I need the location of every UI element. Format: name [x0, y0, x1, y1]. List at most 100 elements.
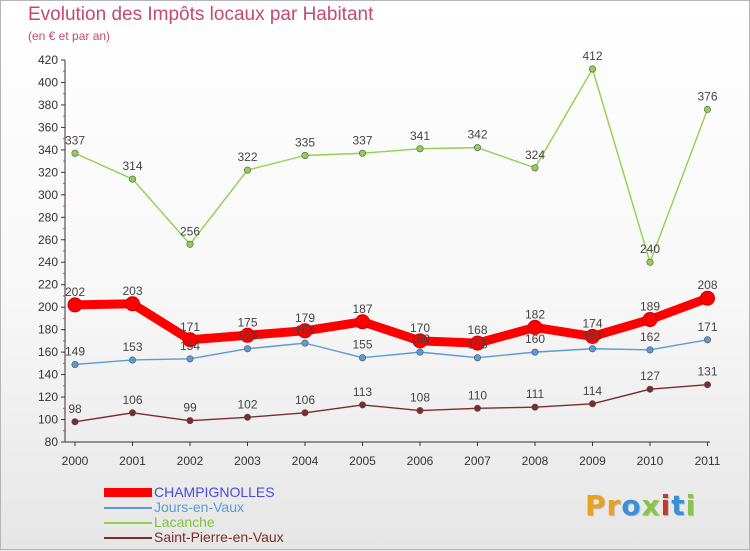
- legend-label: Lacanche: [154, 514, 215, 530]
- data-point: [527, 319, 543, 335]
- data-label: 106: [122, 393, 142, 407]
- data-label: 160: [410, 332, 430, 346]
- data-point: [703, 105, 711, 113]
- x-tick-label: 2000: [62, 454, 89, 468]
- data-label: 240: [640, 242, 660, 256]
- data-point: [703, 381, 711, 389]
- data-label: 155: [352, 338, 372, 352]
- y-tick-label: 320: [38, 165, 58, 179]
- data-point: [531, 403, 539, 411]
- data-point: [358, 149, 366, 157]
- y-tick-label: 380: [38, 98, 58, 112]
- data-label: 322: [237, 150, 257, 164]
- y-tick-label: 120: [38, 390, 58, 404]
- y-tick-label: 260: [38, 233, 58, 247]
- x-tick-label: 2002: [177, 454, 204, 468]
- data-point: [129, 409, 137, 417]
- x-tick-label: 2007: [464, 454, 491, 468]
- legend-item: Jours-en-Vaux: [104, 500, 284, 515]
- data-label: 163: [237, 329, 257, 343]
- data-label: 113: [353, 385, 372, 399]
- data-label: 98: [68, 402, 82, 416]
- data-point: [71, 418, 79, 426]
- data-label: 162: [640, 330, 660, 344]
- data-label: 189: [640, 300, 660, 314]
- data-point: [473, 404, 481, 412]
- data-label: 171: [180, 320, 200, 334]
- data-label: 110: [468, 388, 487, 402]
- data-point: [182, 332, 198, 348]
- x-tick-label: 2001: [119, 454, 146, 468]
- data-label: 163: [582, 329, 602, 343]
- data-label: 131: [697, 365, 717, 379]
- data-point: [470, 335, 485, 351]
- chart-title: Evolution des Impôts locaux par Habitant: [28, 4, 374, 25]
- y-tick-label: 220: [38, 278, 58, 292]
- legend-label: Saint-Pierre-en-Vaux: [154, 529, 284, 545]
- y-tick-label: 280: [38, 210, 58, 224]
- y-tick-label: 420: [38, 53, 58, 67]
- data-point: [240, 327, 255, 343]
- y-tick-label: 400: [38, 75, 58, 89]
- legend-swatch: [104, 521, 152, 524]
- data-label: 153: [122, 340, 142, 354]
- data-point: [412, 333, 428, 349]
- legend-label: CHAMPIGNOLLES: [154, 484, 275, 500]
- data-point: [646, 385, 654, 393]
- y-tick-label: 240: [38, 255, 58, 269]
- data-label: 335: [295, 136, 315, 150]
- data-label: 99: [183, 401, 197, 415]
- legend-item: Saint-Pierre-en-Vaux: [104, 530, 284, 545]
- y-tick-label: 200: [38, 300, 58, 314]
- data-point: [301, 409, 309, 417]
- data-point: [125, 296, 140, 312]
- data-label: 155: [467, 338, 487, 352]
- legend-swatch: [104, 488, 152, 497]
- data-label: 106: [295, 393, 315, 407]
- data-label: 337: [65, 133, 85, 147]
- data-label: 108: [410, 391, 430, 405]
- data-point: [646, 258, 654, 266]
- data-point: [588, 345, 596, 353]
- data-label: 187: [352, 302, 372, 316]
- data-point: [186, 355, 194, 363]
- data-label: 342: [467, 128, 487, 142]
- data-point: [244, 166, 252, 174]
- y-tick-label: 80: [45, 435, 59, 449]
- data-point: [585, 328, 600, 344]
- legend: CHAMPIGNOLLES Jours-en-Vaux Lacanche Saint-…: [104, 485, 284, 545]
- data-label: 324: [525, 148, 545, 162]
- y-tick-label: 300: [38, 188, 58, 202]
- data-label: 175: [237, 315, 257, 329]
- data-point: [71, 360, 79, 368]
- legend-swatch: [104, 536, 152, 539]
- x-tick-label: 2009: [579, 454, 606, 468]
- data-label: 170: [410, 321, 430, 335]
- data-point: [642, 312, 658, 328]
- data-label: 111: [526, 387, 545, 401]
- data-point: [301, 339, 309, 347]
- data-label: 412: [582, 49, 602, 63]
- data-point: [416, 407, 424, 415]
- data-label: 154: [180, 339, 200, 353]
- y-tick-label: 160: [38, 345, 58, 359]
- series-line: [74, 384, 709, 423]
- data-label: 168: [467, 323, 487, 337]
- data-point: [301, 152, 309, 160]
- data-point: [473, 354, 481, 362]
- data-point: [358, 354, 366, 362]
- legend-label: Jours-en-Vaux: [154, 499, 245, 515]
- legend-item: CHAMPIGNOLLES: [104, 485, 284, 500]
- data-label: 114: [583, 384, 602, 398]
- x-tick-label: 2008: [522, 454, 549, 468]
- data-point: [358, 401, 366, 409]
- data-point: [700, 290, 715, 306]
- data-label: 102: [237, 397, 257, 411]
- data-label: 208: [697, 278, 717, 292]
- data-point: [588, 400, 596, 408]
- data-label: 314: [122, 159, 142, 173]
- series-line: [70, 293, 712, 348]
- legend-swatch: [104, 506, 152, 509]
- data-point: [416, 348, 424, 356]
